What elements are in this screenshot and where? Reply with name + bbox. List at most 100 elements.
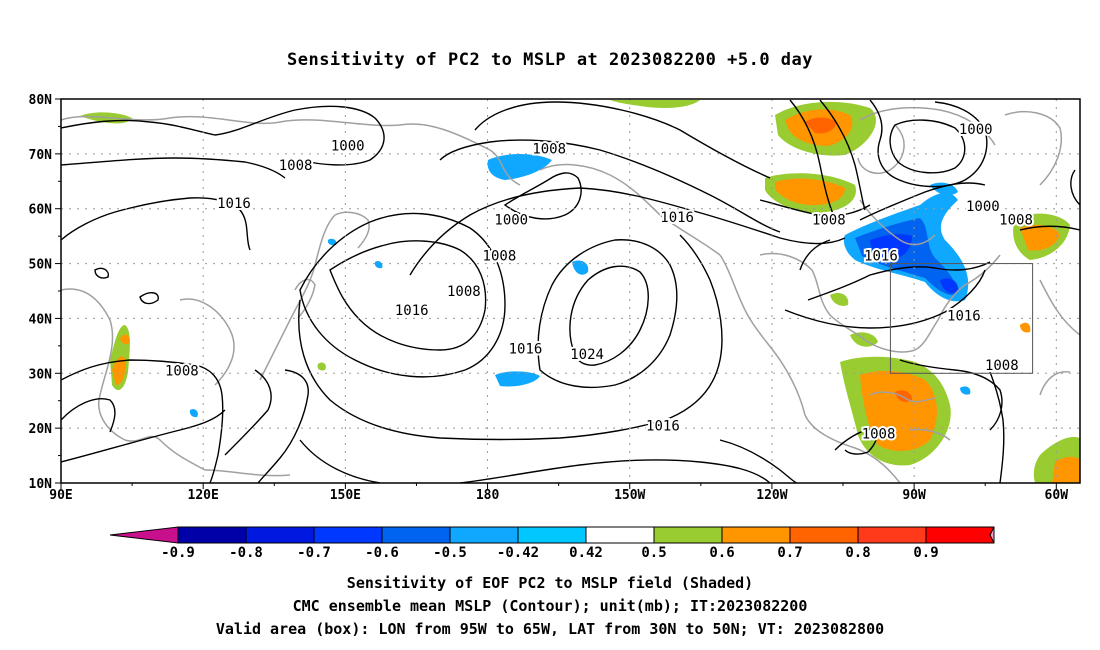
- colorbar-label: 0.8: [845, 545, 870, 561]
- coastline: [857, 124, 905, 174]
- contour-line: [257, 369, 309, 483]
- lon-label: 120W: [756, 488, 787, 503]
- colorbar-bin: [653, 526, 723, 544]
- negative-patch: [189, 409, 198, 418]
- contour-label: 1008: [999, 213, 1033, 229]
- positive-patch: [112, 356, 126, 385]
- positive-patch: [610, 100, 700, 108]
- lon-label: 60W: [1045, 488, 1069, 503]
- positive-patch: [1020, 224, 1060, 251]
- coastline: [859, 106, 996, 146]
- colorbar-label: 0.5: [641, 545, 666, 561]
- contour-line: [61, 359, 224, 483]
- colorbar-label: 0.9: [913, 545, 938, 561]
- coastline: [869, 391, 936, 403]
- contour-line: [869, 99, 988, 188]
- contour-line: [819, 99, 866, 211]
- contour-label: 1016: [947, 309, 981, 325]
- contour-line: [569, 265, 649, 366]
- negative-patch: [960, 386, 971, 395]
- contour-line: [94, 267, 109, 279]
- colorbar-label: 0.7: [777, 545, 802, 561]
- contour-line: [989, 371, 1005, 483]
- mslp-contours: [61, 99, 1080, 483]
- lon-label: 90E: [49, 488, 72, 503]
- colorbar-bin: [381, 526, 451, 544]
- contour-label: 1016: [509, 342, 543, 358]
- colorbar-label: -0.7: [297, 545, 331, 561]
- lat-label: 20N: [29, 422, 53, 437]
- contour-line: [719, 439, 798, 483]
- coastline: [294, 278, 316, 319]
- contour-line: [224, 369, 272, 456]
- negative-patch: [930, 182, 958, 196]
- contour-line: [899, 359, 1003, 431]
- colorbar-bin: [245, 526, 315, 544]
- lat-label: 10N: [29, 477, 53, 492]
- contour-line: [799, 239, 831, 271]
- coastlines: [61, 106, 1080, 483]
- positive-patch: [830, 293, 849, 306]
- lat-label: 80N: [29, 93, 53, 108]
- positive-patch: [317, 362, 326, 371]
- contour-label: 1000: [966, 199, 1000, 215]
- coastline: [1039, 279, 1080, 336]
- negative-patch: [327, 238, 337, 246]
- negative-patch: [495, 371, 540, 387]
- negative-patch: [940, 278, 959, 294]
- sensitivity-shading: [80, 100, 1080, 483]
- contour-line: [1019, 225, 1080, 231]
- lat-label: 60N: [29, 203, 53, 218]
- contour-label: 1016: [660, 210, 694, 226]
- contour-label: 1016: [217, 196, 251, 212]
- contour-line: [299, 439, 381, 483]
- contour-line: [474, 101, 771, 179]
- colorbar-bin: [313, 526, 383, 544]
- contour-line: [61, 409, 226, 463]
- positive-patch: [805, 117, 836, 134]
- contour-label: 1008: [279, 158, 313, 174]
- contour-label: 1008: [532, 141, 566, 157]
- contour-line: [889, 119, 966, 174]
- coastline: [259, 214, 336, 381]
- positive-patch: [860, 370, 937, 452]
- contour-label: 1016: [646, 418, 680, 434]
- contour-line: [759, 199, 871, 217]
- coastline: [909, 428, 951, 441]
- colorbar-bin: [857, 526, 927, 544]
- contour-label: 1000: [959, 122, 993, 138]
- lon-label: 180: [476, 488, 500, 503]
- caption-line-1: Sensitivity of EOF PC2 to MSLP field (Sh…: [346, 574, 754, 592]
- colorbar-bin: [925, 526, 995, 544]
- colorbar-label: -0.8: [229, 545, 263, 561]
- contour-label: 1000: [331, 139, 365, 155]
- valid-area-box: [889, 263, 1034, 374]
- colorbar-label: -0.6: [365, 545, 399, 561]
- colorbar-label: 0.42: [569, 545, 603, 561]
- colorbar-bin: [721, 526, 791, 544]
- caption-line-2: CMC ensemble mean MSLP (Contour); unit(m…: [292, 597, 808, 615]
- coastline: [937, 254, 1001, 321]
- coastline: [179, 298, 235, 386]
- contour-line: [789, 99, 839, 226]
- coastline: [759, 252, 939, 353]
- lon-label: 90W: [902, 488, 926, 503]
- coastline: [719, 254, 901, 483]
- coastline: [334, 211, 370, 249]
- contour-line: [61, 157, 286, 179]
- map-title: Sensitivity of PC2 to MSLP at 2023082200…: [286, 50, 813, 70]
- colorbar-bin: [449, 526, 519, 544]
- contour-line: [61, 197, 251, 251]
- contour-line: [139, 292, 159, 305]
- lon-label: 150E: [330, 488, 361, 503]
- contour-line: [61, 398, 116, 433]
- positive-patch: [1052, 456, 1080, 483]
- colorbar-high-triangle: [989, 526, 995, 544]
- colorbar-label: -0.5: [433, 545, 467, 561]
- positive-patch: [120, 334, 130, 345]
- negative-patch: [374, 260, 383, 269]
- colorbar-bin: [585, 526, 655, 544]
- colorbar-label: 0.6: [709, 545, 734, 561]
